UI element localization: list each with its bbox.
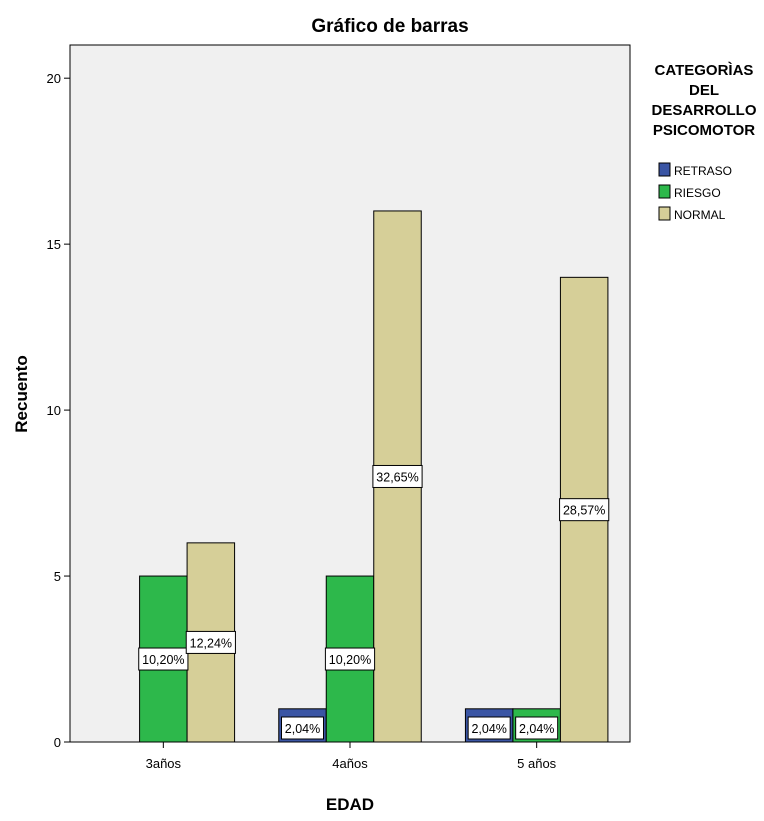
data-label-text: 2,04% — [471, 722, 506, 736]
chart-title: Gráfico de barras — [311, 16, 468, 37]
y-tick-label: 15 — [47, 237, 61, 252]
legend-swatch-normal — [658, 206, 671, 221]
data-label-box — [515, 716, 559, 740]
data-label: 10,20% — [138, 647, 189, 671]
legend: CATEGORÌAS DEL DESARROLLO PSICOMOTOR RETRASO… — [652, 62, 757, 222]
y-tick-label: 0 — [54, 735, 61, 750]
data-label-text: 28,57% — [563, 504, 605, 518]
legend-label-riesgo: RIESGO — [674, 186, 721, 200]
data-label: 2,04% — [281, 716, 324, 740]
data-labels: 10,20% 12,24% 2,04% 10,20% 32,65% 2,04% 2,04% 2… — [138, 464, 610, 740]
x-tick-label: 4años — [332, 756, 368, 771]
y-tick-label: 20 — [47, 71, 61, 86]
x-tick-label: 5 años — [517, 756, 557, 771]
data-label-text: 10,20% — [329, 653, 371, 667]
data-label-box — [324, 647, 376, 671]
x-axis: 3años 4años 5 años — [146, 742, 557, 771]
legend-swatch-retraso — [658, 162, 671, 177]
data-label-text: 10,20% — [142, 653, 184, 667]
legend-title-line: DEL — [689, 82, 719, 99]
data-label-box — [559, 498, 610, 522]
data-label: 32,65% — [372, 464, 423, 488]
data-label: 2,04% — [515, 716, 559, 740]
x-tick-label: 3años — [146, 756, 182, 771]
legend-label-retraso: RETRASO — [674, 164, 732, 178]
legend-swatch-riesgo — [658, 184, 671, 199]
data-label: 10,20% — [324, 647, 376, 671]
legend-label-normal: NORMAL — [674, 208, 726, 222]
y-tick-label: 10 — [47, 403, 61, 418]
legend-title-line: PSICOMOTOR — [653, 122, 755, 139]
x-axis-title: EDAD — [326, 795, 374, 814]
legend-title-line: DESARROLLO — [652, 102, 757, 119]
y-tick-label: 5 — [54, 569, 61, 584]
data-label-text: 32,65% — [376, 470, 418, 484]
data-label-text: 2,04% — [285, 722, 320, 736]
data-label-box — [138, 647, 189, 671]
legend-title-line: CATEGORÌAS — [655, 62, 754, 79]
data-label-text: 2,04% — [519, 722, 554, 736]
y-axis-title: Recuento — [12, 355, 31, 432]
data-label-text: 12,24% — [190, 636, 232, 650]
data-label-box — [372, 464, 423, 488]
data-label: 2,04% — [467, 716, 511, 740]
data-label-box — [281, 716, 324, 740]
data-label-box — [185, 630, 236, 654]
data-label: 12,24% — [185, 630, 236, 654]
data-label: 28,57% — [559, 498, 610, 522]
y-axis: 0 5 10 15 20 — [47, 71, 70, 750]
data-label-box — [467, 716, 511, 740]
